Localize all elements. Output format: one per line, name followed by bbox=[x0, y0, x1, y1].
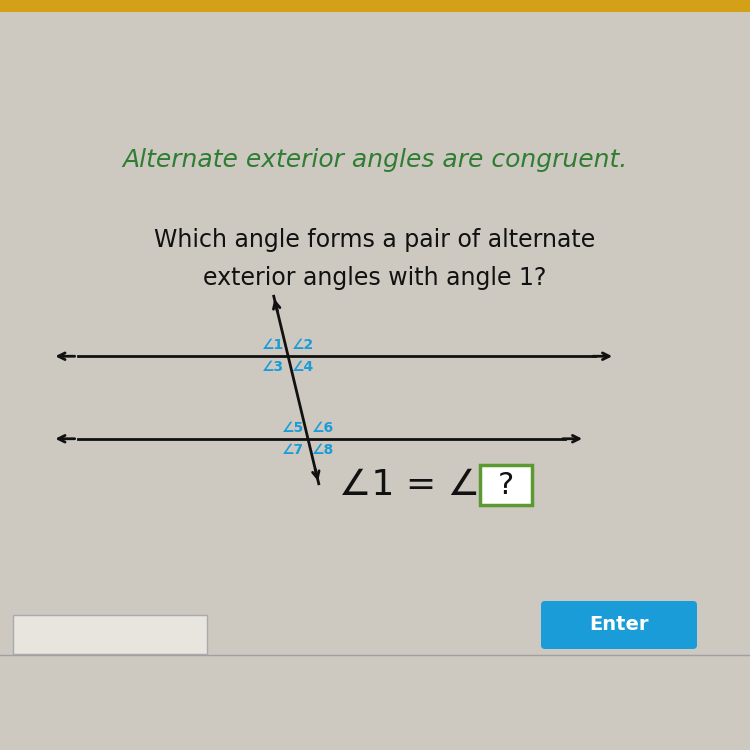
Text: ∠3: ∠3 bbox=[262, 360, 284, 374]
FancyBboxPatch shape bbox=[480, 465, 532, 505]
FancyBboxPatch shape bbox=[13, 615, 207, 654]
Text: Which angle forms a pair of alternate: Which angle forms a pair of alternate bbox=[154, 228, 596, 252]
Text: ?: ? bbox=[498, 470, 514, 500]
Text: ∠5: ∠5 bbox=[282, 421, 304, 435]
Text: ∠2: ∠2 bbox=[292, 338, 314, 352]
Text: Alternate exterior angles are congruent.: Alternate exterior angles are congruent. bbox=[122, 148, 628, 172]
FancyBboxPatch shape bbox=[541, 601, 697, 649]
Text: ∠8: ∠8 bbox=[312, 442, 334, 457]
Text: Enter: Enter bbox=[590, 616, 649, 634]
Text: exterior angles with angle 1?: exterior angles with angle 1? bbox=[203, 266, 547, 290]
Text: ∠1 = ∠: ∠1 = ∠ bbox=[339, 468, 480, 502]
Text: ∠7: ∠7 bbox=[282, 442, 304, 457]
Text: ∠1: ∠1 bbox=[262, 338, 284, 352]
Text: ∠4: ∠4 bbox=[292, 360, 314, 374]
Text: ∠6: ∠6 bbox=[312, 421, 334, 435]
Bar bbox=[0, 0, 750, 12]
